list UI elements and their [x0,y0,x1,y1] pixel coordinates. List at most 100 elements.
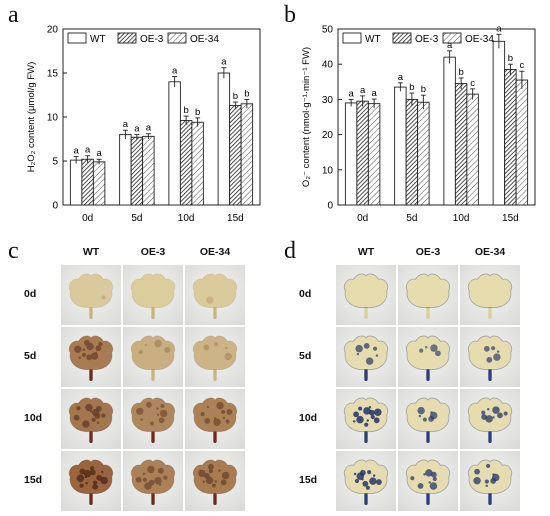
y-tick-label: 15 [47,69,59,80]
y-tick-label: 40 [322,60,334,71]
x-tick-label: 0d [82,213,93,224]
bar-wt-0d [344,102,358,206]
leaf-photo [61,451,121,511]
row-label-5d: 5d [24,350,37,362]
significance-letter: a [123,119,129,130]
bar-oe-34-5d [417,101,430,206]
legend-label: WT [365,34,381,45]
row-label-0d: 0d [24,288,37,300]
leaf-photo [336,389,396,449]
legend-label: OE-3 [415,34,439,45]
legend-label: OE-3 [140,34,164,45]
leaf-photo [460,389,520,449]
significance-letter: a [447,40,453,51]
x-tick-label: 5d [131,213,142,224]
bar-wt-15d [217,72,231,206]
significance-letter: b [233,91,238,102]
significance-letter: a [398,72,404,83]
row-label-5d: 5d [299,350,312,362]
significance-letter: b [421,84,426,95]
significance-letter: a [348,88,354,99]
significance-letter: a [496,23,502,34]
y-tick-label: 50 [322,25,334,36]
leaf-photo [336,451,396,511]
leaf-photo [398,327,458,387]
significance-letter: b [508,53,513,64]
column-label-oe-34: OE-34 [474,246,506,258]
x-tick-label: 10d [178,213,195,224]
significance-letter: a [73,146,79,157]
y-tick-label: 10 [322,165,334,176]
bar-oe-3-15d [504,69,517,206]
leaf-photo [123,389,183,449]
legend-swatch [67,32,87,44]
leaf-photo [460,327,520,387]
row-label-0d: 0d [299,288,312,300]
column-label-wt: WT [357,246,375,258]
bar-oe-34-0d [92,161,106,206]
leaf-photo [398,451,458,511]
legend-label: WT [90,34,106,45]
leaf-photo [123,265,183,325]
leaf-photo [185,265,245,325]
leaf-photo [123,327,183,387]
x-tick-label: 0d [357,213,368,224]
bar-oe-3-5d [405,98,419,206]
y-tick-label: 30 [322,95,334,106]
y-tick-label: 20 [47,25,59,36]
y-tick-label: 10 [47,113,59,124]
y-axis-label: O₂⁻ content (nmol·g⁻¹·min⁻¹ FW) [301,47,312,187]
bar-wt-5d [119,134,132,206]
x-tick-label: 15d [502,213,519,224]
legend-swatch [117,32,137,44]
bar-oe-3-15d [229,105,242,206]
significance-letter: b [195,107,200,118]
bar-wt-10d [443,56,456,206]
significance-letter: a [134,124,140,135]
leaf-photo [336,327,396,387]
significance-letter: a [146,123,152,134]
y-tick-label: 0 [327,201,333,212]
column-label-oe-34: OE-34 [199,246,231,258]
bar-oe-3-0d [81,158,94,206]
leaf-photo [460,265,520,325]
x-tick-label: 5d [406,213,417,224]
o2-bar-chart: 0 10 20 30 40 50 O₂⁻ content (nmol·g⁻¹·min⁻¹ F… [301,23,536,224]
bar-oe-34-0d [367,103,381,206]
significance-letter: a [221,57,227,68]
bar-oe-34-5d [142,135,155,206]
column-label-wt: WT [82,246,100,258]
significance-letter: a [360,85,366,96]
legend-swatch [392,32,412,44]
column-label-oe-3: OE-3 [415,246,441,258]
significance-letter: b [183,105,188,116]
significance-letter: c [470,78,475,89]
y-tick-label: 5 [52,157,58,168]
x-tick-label: 10d [453,213,470,224]
bar-wt-10d [168,81,181,206]
leaf-photo [336,265,396,325]
leaf-photo [185,389,245,449]
bar-oe-34-15d [515,79,529,206]
legend-label: OE-34 [190,34,219,45]
row-label-10d: 10d [24,412,43,424]
x-tick-label: 15d [227,213,244,224]
leaf-photo [185,451,245,511]
leaf-photo [123,451,183,511]
row-label-15d: 15d [299,474,318,486]
legend-label: OE-34 [465,34,494,45]
legend-swatch [442,32,462,44]
panel-letter-a: a [8,2,19,28]
leaf-photo [398,265,458,325]
leaf-photo [61,265,121,325]
bar-oe-3-10d [454,83,468,206]
significance-letter: a [371,88,377,99]
bar-oe-3-0d [356,100,369,206]
significance-letter: b [409,82,414,93]
bar-oe-3-5d [130,136,144,206]
bar-oe-34-10d [466,93,479,206]
significance-letter: a [96,148,102,159]
leaf-photo [460,451,520,511]
nbt-stain-photo-grid: WT OE-3 OE-34 0d 5d 10d 15d [275,240,550,516]
leaf-photo [185,327,245,387]
